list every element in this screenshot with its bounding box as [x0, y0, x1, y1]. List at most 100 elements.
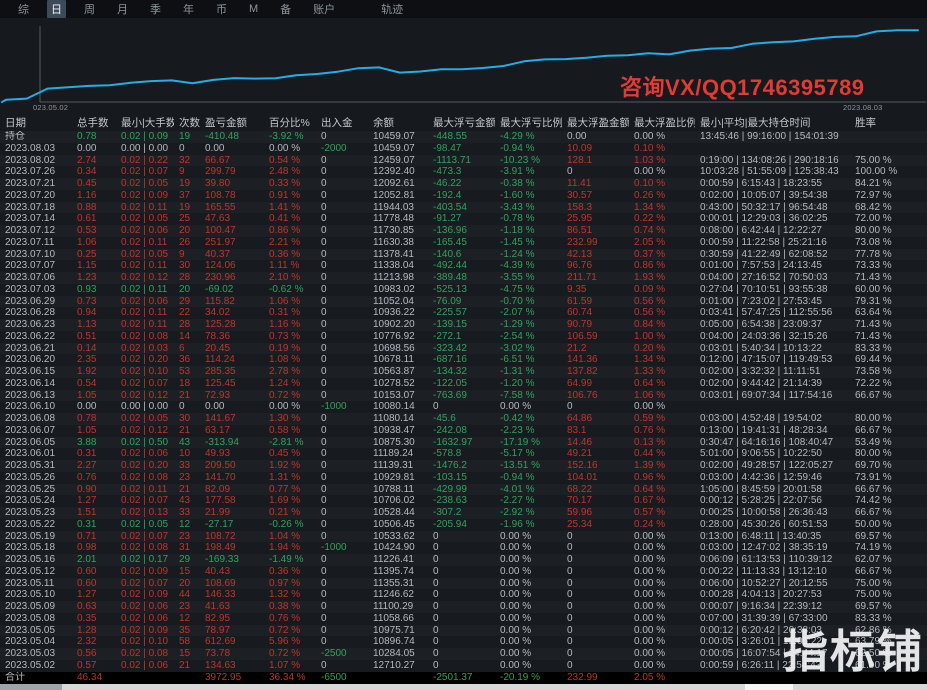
- table-row[interactable]: 2023.08.022.740.02 | 0.223266.670.54 %01…: [0, 155, 927, 167]
- table-row[interactable]: 2023.05.250.900.02 | 0.112182.090.77 %01…: [0, 484, 927, 496]
- column-header-4[interactable]: 次数: [174, 110, 200, 131]
- cell-r24-col13: 0:03:00 | 4:52:48 | 19:54:02: [695, 413, 850, 425]
- table-row[interactable]: 2023.06.010.310.02 | 0.061049.930.45 %01…: [0, 448, 927, 460]
- cell-r24-col6: 1.30 %: [264, 413, 316, 425]
- column-header-2[interactable]: 总手数: [72, 110, 116, 131]
- table-row[interactable]: 2023.07.030.930.02 | 0.1120-69.02-0.62 %…: [0, 284, 927, 296]
- table-row[interactable]: 2023.06.231.130.02 | 0.1128125.281.16 %0…: [0, 319, 927, 331]
- table-row[interactable]: 2023.06.100.000.00 | 0.0000.000.00 %-100…: [0, 401, 927, 413]
- menu-item-6[interactable]: 年: [179, 0, 198, 18]
- cell-r28-col13: 0:02:00 | 49:28:57 | 122:05:27: [695, 460, 850, 472]
- column-header-13[interactable]: 最小|平均|最大持仓时间: [695, 110, 850, 131]
- menu-item-1[interactable]: 综: [14, 0, 33, 18]
- table-row[interactable]: 2023.05.312.270.02 | 0.2033209.501.92 %0…: [0, 460, 927, 472]
- column-header-6[interactable]: 百分比%: [264, 110, 316, 131]
- menu-item-4[interactable]: 月: [113, 0, 132, 18]
- cell-r23-col10: 0.00 %: [495, 401, 562, 413]
- column-header-10[interactable]: 最大浮亏比例: [495, 110, 562, 131]
- table-row[interactable]: 2023.07.260.340.02 | 0.079299.792.48 %01…: [0, 166, 927, 178]
- table-row[interactable]: 2023.06.080.780.02 | 0.0530141.671.30 %0…: [0, 413, 927, 425]
- column-header-3[interactable]: 最小|大手数: [116, 110, 174, 131]
- table-row[interactable]: 2023.05.180.980.02 | 0.0831198.491.94 %-…: [0, 542, 927, 554]
- cell-r0-col1: 持仓: [0, 131, 72, 143]
- column-header-9[interactable]: 最大浮亏金额: [428, 110, 495, 131]
- table-row[interactable]: 2023.05.241.270.02 | 0.0743177.581.69 %0…: [0, 495, 927, 507]
- cell-r42-col5: 78.97: [200, 625, 264, 637]
- horizontal-scrollbar[interactable]: [0, 684, 927, 690]
- menu-item-5[interactable]: 季: [146, 0, 165, 18]
- column-header-1[interactable]: 日期: [0, 110, 72, 131]
- cell-r24-col12: 0.59 %: [629, 413, 695, 425]
- table-row[interactable]: 2023.05.260.760.02 | 0.0823141.701.31 %0…: [0, 472, 927, 484]
- table-row[interactable]: 2023.07.071.150.02 | 0.1130124.061.11 %0…: [0, 260, 927, 272]
- table-row[interactable]: 2023.05.220.310.02 | 0.0512-27.17-0.26 %…: [0, 519, 927, 531]
- menu-item-10[interactable]: 账户: [309, 0, 339, 18]
- table-row[interactable]: 2023.06.140.540.02 | 0.0718125.451.24 %0…: [0, 378, 927, 390]
- menu-item-8[interactable]: M: [245, 2, 262, 16]
- cell-r13-col8: 10983.02: [368, 284, 428, 296]
- table-row[interactable]: 2023.05.120.600.02 | 0.091540.430.36 %01…: [0, 566, 927, 578]
- cell-r5-col13: 0:02:00 | 10:05:07 | 39:54:38: [695, 190, 850, 202]
- table-row[interactable]: 2023.06.220.510.02 | 0.081478.360.73 %01…: [0, 331, 927, 343]
- menu-item-3[interactable]: 周: [80, 0, 99, 18]
- table-row[interactable]: 2023.07.140.610.02 | 0.052547.630.41 %01…: [0, 213, 927, 225]
- cell-r25-col14: 66.67 %: [850, 425, 927, 437]
- cell-r7-col14: 72.00 %: [850, 213, 927, 225]
- column-header-14[interactable]: 胜率: [850, 110, 927, 131]
- table-row[interactable]: 2023.07.180.880.02 | 0.1119165.551.41 %0…: [0, 202, 927, 214]
- cell-r16-col3: 0.02 | 0.11: [116, 319, 174, 331]
- cell-r7-col8: 11778.48: [368, 213, 428, 225]
- cell-r40-col1: 2023.05.09: [0, 601, 72, 613]
- cell-r10-col13: 0:30:59 | 41:22:49 | 62:08:52: [695, 249, 850, 261]
- table-row[interactable]: 2023.06.280.940.02 | 0.112234.020.31 %01…: [0, 307, 927, 319]
- table-row[interactable]: 持仓0.780.02 | 0.0919-410.48-3.92 %010459.…: [0, 131, 927, 143]
- table-row[interactable]: 2023.05.231.510.02 | 0.133321.990.21 %01…: [0, 507, 927, 519]
- cell-r34-col6: 1.04 %: [264, 531, 316, 543]
- menu-item-2[interactable]: 日: [47, 0, 66, 18]
- table-row[interactable]: 2023.07.111.060.02 | 0.1126251.972.21 %0…: [0, 237, 927, 249]
- cell-r26-col9: -1632.97: [428, 437, 495, 449]
- table-row[interactable]: 2023.06.151.920.02 | 0.1053285.352.78 %0…: [0, 366, 927, 378]
- cell-r26-col5: -313.94: [200, 437, 264, 449]
- table-row[interactable]: 2023.08.030.000.00 | 0.0000.000.00 %-200…: [0, 143, 927, 155]
- cell-r30-col4: 21: [174, 484, 200, 496]
- table-row[interactable]: 2023.07.100.250.02 | 0.05940.370.36 %011…: [0, 249, 927, 261]
- menu-item-11[interactable]: 轨迹: [377, 0, 407, 18]
- cell-r44-col11: 0: [562, 648, 629, 660]
- column-header-5[interactable]: 盈亏金额: [200, 110, 264, 131]
- cell-r16-col7: 0: [316, 319, 368, 331]
- table-row[interactable]: 2023.06.210.140.02 | 0.03620.450.19 %010…: [0, 343, 927, 355]
- table-row[interactable]: 2023.05.110.600.02 | 0.0720108.690.97 %0…: [0, 578, 927, 590]
- table-row[interactable]: 2023.06.290.730.02 | 0.0629115.821.06 %0…: [0, 296, 927, 308]
- table-row[interactable]: 2023.05.090.630.02 | 0.062341.630.38 %01…: [0, 601, 927, 613]
- menu-item-7[interactable]: 币: [212, 0, 231, 18]
- cell-r13-col4: 20: [174, 284, 200, 296]
- table-row[interactable]: 2023.05.101.270.02 | 0.0944146.331.32 %0…: [0, 589, 927, 601]
- cell-r9-col6: 2.21 %: [264, 237, 316, 249]
- table-row[interactable]: 2023.06.071.050.02 | 0.122163.170.58 %01…: [0, 425, 927, 437]
- column-header-12[interactable]: 最大浮盈比例: [629, 110, 695, 131]
- table-row[interactable]: 2023.05.162.010.02 | 0.1729-169.33-1.49 …: [0, 554, 927, 566]
- cell-r36-col13: 0:06:09 | 61:13:53 | 110:39:12: [695, 554, 850, 566]
- cell-r38-col2: 0.60: [72, 578, 116, 590]
- column-header-11[interactable]: 最大浮盈金额: [562, 110, 629, 131]
- scrollbar-thumb[interactable]: [0, 684, 62, 690]
- table-row[interactable]: 2023.07.061.230.02 | 0.1228230.962.10 %0…: [0, 272, 927, 284]
- table-row[interactable]: 2023.06.202.350.02 | 0.2036114.241.08 %0…: [0, 354, 927, 366]
- table-row[interactable]: 2023.05.190.710.02 | 0.0723108.721.04 %0…: [0, 531, 927, 543]
- cell-r24-col7: 0: [316, 413, 368, 425]
- cell-r36-col2: 2.01: [72, 554, 116, 566]
- cell-r40-col5: 41.63: [200, 601, 264, 613]
- column-header-8[interactable]: 余额: [368, 110, 428, 131]
- table-row[interactable]: 2023.06.053.880.02 | 0.5043-313.94-2.81 …: [0, 437, 927, 449]
- table-row[interactable]: 2023.07.210.450.02 | 0.051939.800.33 %01…: [0, 178, 927, 190]
- cell-r35-col14: 74.19 %: [850, 542, 927, 554]
- cell-r1-col8: 10459.07: [368, 143, 428, 155]
- table-row[interactable]: 2023.06.131.050.02 | 0.122172.930.72 %01…: [0, 390, 927, 402]
- table-row[interactable]: 2023.07.120.530.02 | 0.0620100.470.86 %0…: [0, 225, 927, 237]
- cell-r32-col1: 2023.05.23: [0, 507, 72, 519]
- column-header-7[interactable]: 出入金: [316, 110, 368, 131]
- table-row[interactable]: 2023.07.201.160.02 | 0.0937108.780.91 %0…: [0, 190, 927, 202]
- menu-item-9[interactable]: 备: [276, 0, 295, 18]
- cell-r29-col13: 0:03:00 | 4:42:36 | 12:59:46: [695, 472, 850, 484]
